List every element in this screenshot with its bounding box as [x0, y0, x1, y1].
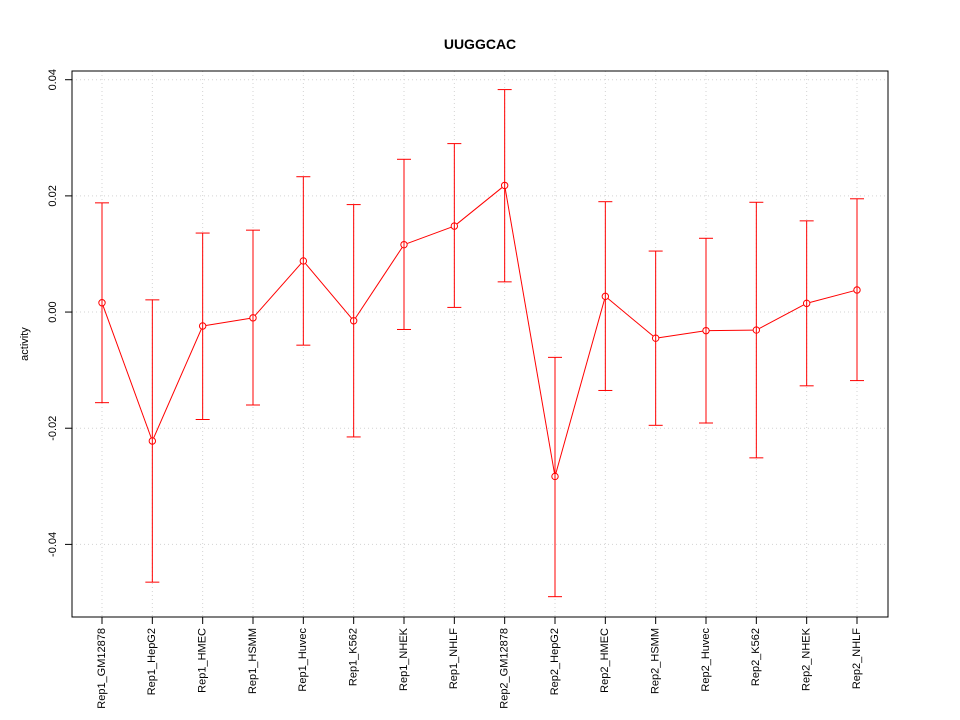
data-point: [249, 314, 257, 322]
x-tick-label: Rep2_NHEK: [801, 627, 813, 691]
data-point: [651, 334, 660, 342]
x-tick-label: Rep1_NHLF: [448, 628, 460, 689]
x-tick-label: Rep2_HMEC: [599, 628, 611, 693]
x-tick-label: Rep1_K562: [348, 628, 360, 686]
y-tick-label: 0.02: [47, 185, 59, 206]
y-tick-label: -0.02: [47, 416, 59, 441]
series-line-segment: [758, 304, 805, 330]
data-point: [551, 472, 559, 481]
series-line-segment: [555, 299, 605, 474]
x-axis: Rep1_GM12878 Rep1_HepG2 Rep1_HMEC Rep1_HSMM…: [96, 616, 863, 709]
x-tick-label: Rep1_NHEK: [398, 627, 410, 691]
chart-title: UUGGCAC: [444, 36, 516, 52]
x-tick-label: Rep1_GM12878: [96, 628, 108, 709]
x-tick-label: Rep2_NHLF: [851, 628, 863, 689]
y-axis: -0.04 -0.02 0.00 0.02 0.04: [47, 69, 73, 557]
y-tick-label: -0.04: [47, 532, 59, 557]
series-line-segment: [709, 329, 754, 332]
data-point: [198, 322, 207, 330]
y-axis-label: activity: [19, 327, 31, 361]
x-tick-label: Rep2_GM12878: [499, 628, 511, 709]
series-line-segment: [355, 247, 403, 319]
series-line-segment: [658, 330, 703, 339]
data-point: [450, 222, 459, 230]
x-tick-label: Rep1_HMEC: [197, 628, 209, 693]
data-point: [98, 299, 106, 307]
series-line-segment: [456, 187, 503, 225]
series-line-segment: [254, 263, 302, 316]
series-layer: [95, 89, 864, 598]
y-tick-label: 0.00: [47, 301, 59, 322]
series-line-segment: [102, 305, 152, 439]
series-activity: [95, 89, 864, 598]
x-tick-label: Rep2_HepG2: [549, 628, 561, 695]
series-line-segment: [607, 298, 654, 337]
data-point: [500, 181, 509, 190]
series-line-segment: [305, 263, 352, 319]
data-point: [601, 292, 610, 301]
series-line-segment: [406, 226, 452, 245]
series-line-segment: [504, 188, 555, 474]
data-point: [148, 437, 157, 445]
series-line-segment: [205, 317, 250, 326]
x-tick-label: Rep1_HSMM: [247, 628, 259, 694]
data-point: [702, 326, 710, 335]
x-tick-label: Rep2_HSMM: [650, 628, 662, 694]
series-line-segment: [153, 328, 202, 439]
x-tick-label: Rep2_Huvec: [700, 628, 712, 692]
y-tick-label: 0.04: [47, 69, 59, 90]
data-point: [400, 240, 408, 249]
x-tick-label: Rep1_Huvec: [297, 628, 309, 692]
x-tick-label: Rep2_K562: [750, 628, 762, 686]
x-tick-label: Rep1_HepG2: [146, 628, 158, 695]
data-point: [853, 286, 861, 294]
data-point: [349, 317, 358, 325]
data-point: [299, 257, 308, 265]
data-point: [802, 299, 811, 308]
series-line-segment: [809, 290, 855, 304]
data-point: [752, 326, 761, 334]
